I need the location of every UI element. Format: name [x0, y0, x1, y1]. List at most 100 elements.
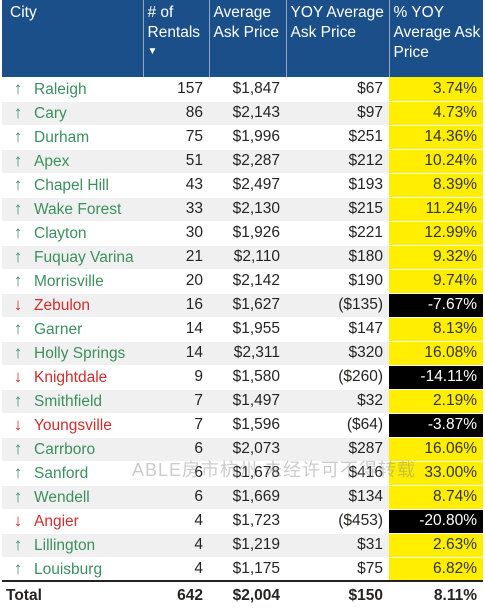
avg-price-cell: $1,596: [209, 413, 286, 438]
city-name: Durham: [34, 129, 90, 146]
yoy-price-cell: $67: [286, 77, 389, 102]
city-name: Raleigh: [34, 80, 87, 98]
yoy-price-cell: ($64): [286, 413, 389, 438]
table-row[interactable]: ↑ Wake Forest 33 $2,130 $215 11.24%: [2, 197, 483, 222]
total-label: Total: [2, 580, 143, 609]
city-cell: ↑ Fuquay Varina: [2, 245, 143, 270]
table-row[interactable]: ↑ Sanford 6 $1,678 $416 33.00%: [2, 461, 483, 486]
arrow-up-icon: ↑: [13, 391, 23, 410]
table-row[interactable]: ↑ Garner 14 $1,955 $147 8.13%: [2, 317, 483, 342]
column-header-rentals[interactable]: # of Rentals ▼: [143, 0, 210, 77]
rentals-cell: 21: [143, 245, 209, 270]
city-cell: ↑ Morrisville: [2, 269, 143, 294]
table-row[interactable]: ↑ Morrisville 20 $2,142 $190 9.74%: [2, 269, 483, 294]
city-cell: ↑ Clayton: [2, 221, 143, 246]
rentals-cell: 14: [143, 341, 209, 366]
city-name: Carrboro: [34, 441, 96, 458]
table-row[interactable]: ↓ Angier 4 $1,723 ($453) -20.80%: [2, 509, 483, 534]
table-body: ↑ Raleigh 157 $1,847 $67 3.74% ↑ Cary 86 $2,143 $9…: [2, 77, 483, 582]
table-row[interactable]: ↑ Fuquay Varina 21 $2,110 $180 9.32%: [2, 245, 483, 270]
total-yoy-price: $150: [286, 580, 389, 609]
yoy-price-cell: $75: [286, 557, 389, 582]
avg-price-cell: $2,073: [209, 437, 286, 462]
avg-price-cell: $1,996: [209, 125, 286, 150]
arrow-down-icon: ↓: [13, 367, 23, 386]
city-name: Clayton: [34, 225, 87, 242]
arrow-down-icon: ↓: [13, 295, 23, 314]
table-row[interactable]: ↓ Youngsville 7 $1,596 ($64) -3.87%: [2, 413, 483, 438]
avg-price-cell: $1,669: [209, 485, 286, 510]
avg-price-cell: $1,497: [209, 389, 286, 414]
column-header-pct-yoy[interactable]: % YOY Average Ask Price: [389, 0, 483, 77]
column-header-yoy-price-label: YOY Average Ask Price: [290, 4, 384, 41]
arrow-up-icon: ↑: [13, 439, 23, 458]
pct-yoy-cell: 10.24%: [389, 149, 483, 174]
arrow-up-icon: ↑: [13, 103, 23, 122]
rentals-cell: 4: [143, 557, 209, 582]
city-name: Fuquay Varina: [34, 249, 134, 266]
pct-yoy-cell: 2.63%: [389, 533, 483, 558]
table-row[interactable]: ↓ Zebulon 16 $1,627 ($135) -7.67%: [2, 293, 483, 318]
rentals-cell: 75: [143, 125, 209, 150]
yoy-price-cell: $287: [286, 437, 389, 462]
rentals-cell: 30: [143, 221, 209, 246]
arrow-up-icon: ↑: [13, 175, 23, 194]
avg-price-cell: $1,175: [209, 557, 286, 582]
table-row[interactable]: ↑ Holly Springs 14 $2,311 $320 16.08%: [2, 341, 483, 366]
city-cell: ↑ Smithfield: [2, 389, 143, 414]
column-header-yoy-price[interactable]: YOY Average Ask Price: [286, 0, 390, 77]
avg-price-cell: $2,497: [209, 173, 286, 198]
arrow-up-icon: ↑: [13, 463, 23, 482]
table-row[interactable]: ↑ Raleigh 157 $1,847 $67 3.74%: [2, 77, 483, 102]
avg-price-cell: $2,142: [209, 269, 286, 294]
city-cell: ↑ Carrboro: [2, 437, 143, 462]
arrow-up-icon: ↑: [13, 151, 23, 170]
table-row[interactable]: ↑ Louisburg 4 $1,175 $75 6.82%: [2, 557, 483, 582]
yoy-price-cell: $147: [286, 317, 389, 342]
city-cell: ↑ Garner: [2, 317, 143, 342]
table-row[interactable]: ↓ Knightdale 9 $1,580 ($260) -14.11%: [2, 365, 483, 390]
city-name: Holly Springs: [34, 345, 126, 362]
city-name: Garner: [34, 321, 83, 338]
pct-yoy-cell: 12.99%: [389, 221, 483, 246]
city-name: Apex: [34, 153, 70, 170]
arrow-up-icon: ↑: [13, 558, 23, 578]
pct-yoy-cell: 16.08%: [389, 341, 483, 366]
avg-price-cell: $1,627: [209, 293, 286, 318]
table-row[interactable]: ↑ Lillington 4 $1,219 $31 2.63%: [2, 533, 483, 558]
yoy-price-cell: ($260): [286, 365, 389, 390]
table-row[interactable]: ↑ Cary 86 $2,143 $97 4.73%: [2, 101, 483, 126]
yoy-price-cell: $190: [286, 269, 389, 294]
total-rentals: 642: [143, 580, 209, 609]
city-cell: ↑ Apex: [2, 149, 143, 174]
avg-price-cell: $1,580: [209, 365, 286, 390]
table-row[interactable]: ↑ Smithfield 7 $1,497 $32 2.19%: [2, 389, 483, 414]
table-row[interactable]: ↑ Wendell 6 $1,669 $134 8.74%: [2, 485, 483, 510]
yoy-price-cell: $180: [286, 245, 389, 270]
city-name: Louisburg: [34, 560, 103, 578]
pct-yoy-cell: 16.06%: [389, 437, 483, 462]
rentals-cell: 9: [143, 365, 209, 390]
table-row[interactable]: ↑ Apex 51 $2,287 $212 10.24%: [2, 149, 483, 174]
city-name: Angier: [34, 513, 79, 530]
pct-yoy-cell: 11.24%: [389, 197, 483, 222]
column-header-avg-price[interactable]: Average Ask Price: [209, 0, 287, 77]
yoy-price-cell: $212: [286, 149, 389, 174]
column-header-city-label: City: [10, 4, 37, 21]
sort-descending-icon[interactable]: ▼: [147, 46, 158, 57]
rentals-cell: 43: [143, 173, 209, 198]
city-cell: ↑ Wendell: [2, 485, 143, 510]
table-row[interactable]: ↑ Chapel Hill 43 $2,497 $193 8.39%: [2, 173, 483, 198]
pct-yoy-cell: 2.19%: [389, 389, 483, 414]
rentals-cell: 6: [143, 461, 209, 486]
city-name: Smithfield: [34, 393, 103, 410]
table-row[interactable]: ↑ Durham 75 $1,996 $251 14.36%: [2, 125, 483, 150]
avg-price-cell: $1,723: [209, 509, 286, 534]
column-header-city[interactable]: City: [2, 0, 144, 77]
yoy-price-cell: ($135): [286, 293, 389, 318]
table-row[interactable]: ↑ Clayton 30 $1,926 $221 12.99%: [2, 221, 483, 246]
avg-price-cell: $1,219: [209, 533, 286, 558]
arrow-up-icon: ↑: [13, 127, 23, 146]
arrow-up-icon: ↑: [13, 535, 23, 554]
table-row[interactable]: ↑ Carrboro 6 $2,073 $287 16.06%: [2, 437, 483, 462]
